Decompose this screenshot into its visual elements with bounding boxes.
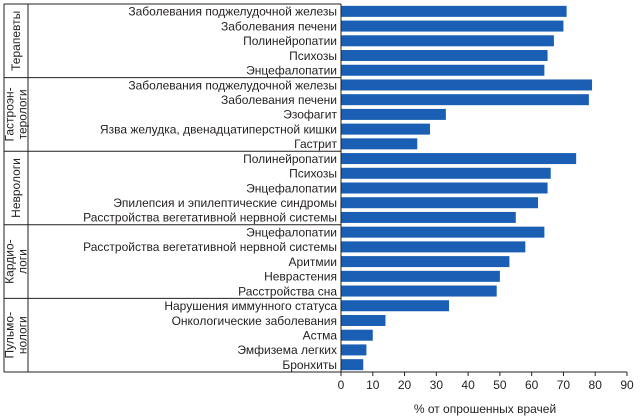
x-axis-label: % от опрошенных врачей xyxy=(414,402,556,416)
category-label: Эзофагит xyxy=(283,108,337,122)
bar xyxy=(341,182,548,194)
category-label: Язва желудка, двенадцатиперстной кишки xyxy=(100,122,337,136)
bars-layer xyxy=(341,5,593,371)
bar xyxy=(341,211,516,223)
category-label: Психозы xyxy=(289,49,337,63)
category-label: Заболевания печени xyxy=(221,19,337,33)
category-label: Заболевания поджелудочной железы xyxy=(128,78,337,92)
category-labels-layer: Заболевания поджелудочной железыЗаболева… xyxy=(83,5,337,372)
bar xyxy=(341,138,418,150)
category-label: Расстройства вегетативной нервной систем… xyxy=(83,240,337,254)
category-label: Онкологические заболевания xyxy=(172,314,337,328)
bar xyxy=(341,35,554,47)
category-label: Полинейропатии xyxy=(243,152,337,166)
bar xyxy=(341,108,446,120)
group-label: Гастроэн-терологи xyxy=(3,87,30,141)
bar xyxy=(341,79,593,91)
bar xyxy=(341,314,386,326)
bar xyxy=(341,123,430,135)
bar xyxy=(341,270,500,282)
bar xyxy=(341,5,567,17)
bar xyxy=(341,197,539,209)
x-tick-label: 40 xyxy=(461,378,475,392)
bar xyxy=(341,226,545,238)
x-tick-label: 60 xyxy=(525,378,539,392)
category-label: Энцефалопатии xyxy=(246,181,337,195)
bar xyxy=(341,167,551,179)
category-label: Нарушения иммунного статуса xyxy=(164,299,337,313)
category-label: Неврастения xyxy=(264,270,337,284)
bar xyxy=(341,359,364,371)
bar xyxy=(341,153,577,165)
group-label: Терапевты xyxy=(9,11,23,71)
x-tick-label: 70 xyxy=(557,378,571,392)
x-tick-label: 30 xyxy=(430,378,444,392)
bar xyxy=(341,329,373,341)
bar xyxy=(341,285,497,297)
category-label: Заболевания печени xyxy=(221,93,337,107)
x-tick-label: 10 xyxy=(366,378,380,392)
group-labels-layer: Терапевты Гастроэн-терологи Неврологи Карди… xyxy=(3,3,341,373)
bar xyxy=(341,64,545,76)
category-label: Заболевания поджелудочной железы xyxy=(128,5,337,19)
bar xyxy=(341,256,510,268)
bar xyxy=(341,94,589,106)
group-label: Кардио-логи xyxy=(3,239,30,283)
group-label: Неврологи xyxy=(9,158,23,218)
category-label: Расстройства вегетативной нервной систем… xyxy=(83,211,337,225)
x-tick-label: 0 xyxy=(338,378,345,392)
category-label: Гастрит xyxy=(294,137,337,151)
category-label: Эмфизема легких xyxy=(237,343,337,357)
bar xyxy=(341,241,526,253)
group-label: Пульмо-нологи xyxy=(3,312,30,359)
bar xyxy=(341,20,564,32)
bar xyxy=(341,344,367,356)
category-label: Эпилепсия и эпилептические синдромы xyxy=(113,196,337,210)
category-label: Расстройства сна xyxy=(238,284,337,298)
x-tick-label: 80 xyxy=(589,378,603,392)
category-label: Психозы xyxy=(289,167,337,181)
x-tick-label: 90 xyxy=(620,378,634,392)
category-label: Астма xyxy=(303,329,338,343)
bar xyxy=(341,50,548,62)
category-label: Энцефалопатии xyxy=(246,64,337,78)
category-label: Энцефалопатии xyxy=(246,225,337,239)
x-tick-label: 20 xyxy=(398,378,412,392)
x-axis: 0 10 20 30 40 50 60 70 80 90 xyxy=(338,4,634,392)
x-tick-label: 50 xyxy=(493,378,507,392)
category-label: Полинейропатии xyxy=(243,34,337,48)
bar xyxy=(341,300,450,312)
category-label: Бронхиты xyxy=(282,358,337,372)
category-label: Аритмии xyxy=(288,255,337,269)
